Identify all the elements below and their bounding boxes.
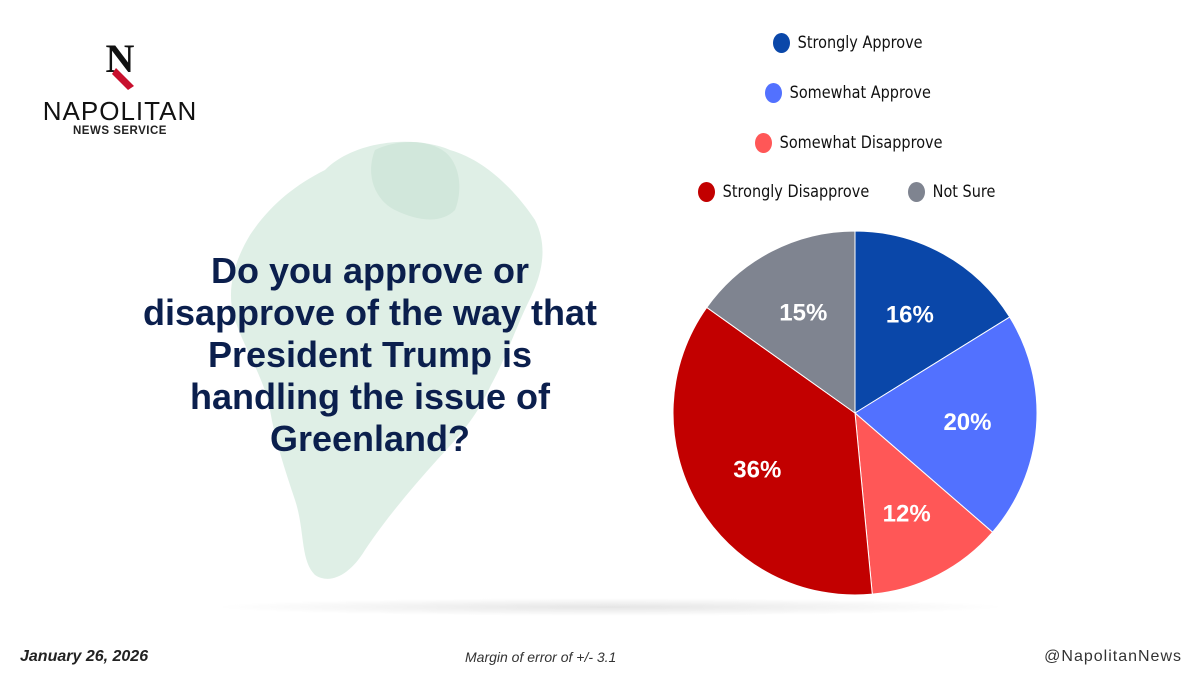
legend-item-strongly-disapprove: Strongly Disapprove: [698, 182, 869, 202]
pie-slice-strongly-approve: [854, 230, 1011, 414]
legend-item-somewhat-approve: Somewhat Approve: [765, 83, 931, 103]
brand-name: NAPOLITAN: [42, 96, 198, 126]
pie-data-label: 36%: [733, 456, 781, 483]
pie-slice-somewhat-approve: [854, 316, 1038, 533]
pie-slice-not-sure: [706, 230, 856, 414]
legend-swatch: [908, 182, 925, 202]
legend-label: Strongly Disapprove: [722, 182, 870, 202]
legend-item-somewhat-disapprove: Somewhat Disapprove: [755, 133, 943, 153]
survey-question: Do you approve or disapprove of the way …: [142, 250, 598, 459]
pie-slice-strongly-disapprove: [672, 306, 873, 596]
legend-swatch: [755, 133, 772, 153]
legend-swatch: [773, 33, 790, 53]
margin-of-error: Margin of error of +/- 3.1: [465, 649, 617, 665]
pie-data-label: 16%: [886, 301, 934, 328]
pie-chart: 16% 20% 12% 36% 15%: [672, 230, 1038, 596]
content-shadow: [210, 598, 1010, 616]
legend-label: Strongly Approve: [797, 33, 923, 53]
pie-data-label: 12%: [883, 500, 931, 527]
pie-data-label: 20%: [943, 409, 991, 436]
legend-label: Not Sure: [932, 182, 996, 202]
legend-swatch: [698, 182, 715, 202]
legend-label: Somewhat Approve: [789, 83, 931, 103]
social-handle: @NapolitanNews: [1044, 648, 1182, 665]
napolitan-logo-icon: N: [106, 38, 135, 90]
legend-swatch: [765, 83, 782, 103]
pie-data-label: 15%: [779, 300, 827, 327]
legend-label: Somewhat Disapprove: [779, 133, 943, 153]
greenland-map-icon: [230, 141, 543, 579]
brand-subtitle: NEWS SERVICE: [73, 125, 167, 137]
logo-accent-stripe: [112, 68, 134, 90]
survey-date: January 26, 2026: [20, 648, 149, 665]
brand-logo: N NAPOLITAN NEWS SERVICE: [40, 38, 200, 137]
legend-item-strongly-approve: Strongly Approve: [773, 33, 923, 53]
pie-slice-somewhat-disapprove: [854, 411, 994, 595]
legend-item-not-sure: Not Sure: [908, 182, 995, 202]
